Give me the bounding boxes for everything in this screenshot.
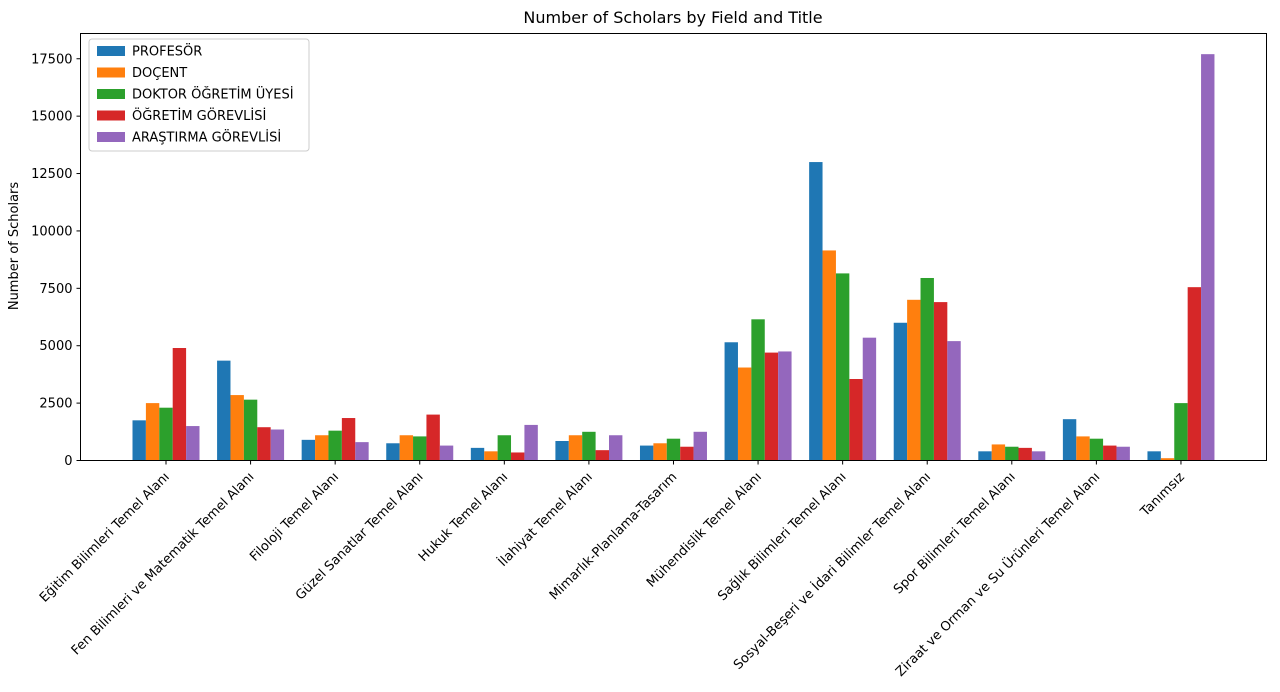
bar	[1018, 447, 1032, 461]
bar	[862, 337, 877, 461]
y-tick-label: 5000	[39, 339, 72, 354]
x-tick-label: Hukuk Temel Alanı	[416, 470, 511, 565]
bar	[159, 407, 173, 461]
bar	[835, 273, 850, 461]
bar	[1201, 54, 1215, 461]
legend-swatch	[97, 46, 125, 56]
bar	[737, 367, 752, 461]
y-tick-label: 12500	[31, 167, 72, 182]
bar	[582, 431, 596, 461]
bar	[1174, 403, 1188, 461]
x-tick-label: Sosyal-Beşeri ve İdari Bilimler Temel Al…	[730, 469, 934, 673]
bars	[132, 54, 1215, 461]
bar	[497, 435, 512, 461]
legend: PROFESÖR DOÇENT DOKTOR ÖĞRETİM ÜYESİ ÖĞRETİ…	[88, 38, 310, 152]
bar	[1062, 419, 1077, 461]
bar	[315, 435, 329, 461]
bar	[439, 445, 454, 461]
legend-box	[88, 38, 310, 152]
bar	[243, 399, 258, 461]
bar	[778, 351, 792, 461]
bar	[230, 395, 244, 461]
y-tick-label: 15000	[31, 110, 72, 125]
bar	[666, 438, 681, 461]
bar	[328, 430, 342, 461]
y-tick-label: 2500	[39, 397, 72, 412]
legend-swatch	[97, 132, 125, 142]
bar	[991, 444, 1006, 461]
bar	[693, 431, 707, 461]
bar	[680, 446, 694, 461]
bar	[849, 379, 863, 461]
bar	[341, 418, 356, 461]
bar	[1116, 446, 1130, 461]
bar	[172, 348, 187, 461]
x-tick-label: Fen Bilimleri ve Matematik Temel Alanı	[69, 470, 258, 659]
bar	[186, 426, 200, 461]
bar	[724, 342, 738, 461]
bar	[1160, 458, 1175, 461]
x-tick-label: Tanımsız	[1137, 470, 1188, 521]
bar	[920, 277, 934, 461]
bar	[653, 443, 667, 461]
x-tick-label: İlahiyat Temel Alanı	[495, 469, 596, 570]
y-axis-title: Number of Scholars	[7, 182, 22, 311]
chart-title: Number of Scholars by Field and Title	[523, 8, 822, 27]
bar	[568, 435, 583, 461]
y-tick-label: 10000	[31, 224, 72, 239]
bar	[978, 451, 992, 461]
y-tick-label: 0	[64, 454, 72, 469]
y-tick-label: 7500	[39, 282, 72, 297]
bar	[484, 451, 498, 461]
x-tick-label: Filoloji Temel Alanı	[247, 470, 342, 565]
legend-label: PROFESÖR	[132, 43, 202, 60]
legend-swatch	[97, 110, 125, 121]
bar	[1103, 445, 1117, 461]
bar	[1089, 438, 1104, 461]
bar	[1031, 451, 1046, 461]
bar	[511, 452, 525, 461]
bar	[764, 352, 779, 461]
legend-label: DOÇENT	[132, 66, 187, 81]
bar	[639, 445, 654, 461]
bar	[386, 443, 400, 461]
bar	[809, 162, 823, 461]
bar	[609, 435, 623, 461]
bar	[217, 360, 231, 461]
bar	[947, 341, 961, 461]
bar	[145, 403, 160, 461]
legend-label: DOKTOR ÖĞRETİM ÜYESİ	[132, 86, 294, 103]
bar	[555, 440, 569, 461]
bar	[1187, 287, 1202, 461]
bar	[1005, 446, 1019, 461]
legend-swatch	[97, 89, 125, 99]
bar	[1076, 436, 1090, 461]
bar	[1147, 451, 1161, 461]
bar	[301, 439, 316, 461]
bar	[933, 302, 948, 461]
bar	[907, 299, 921, 461]
bar	[822, 250, 836, 461]
legend-swatch	[97, 67, 125, 78]
bar	[257, 427, 271, 461]
bar	[399, 435, 414, 461]
bar	[413, 436, 427, 461]
y-axis: 0 2500 5000 7500 10000 12500 15000 17500	[31, 52, 81, 469]
bar	[132, 420, 146, 461]
bar	[893, 322, 908, 461]
legend-label: ARAŞTIRMA GÖREVLİSİ	[132, 129, 281, 146]
bar	[426, 414, 440, 461]
bar	[355, 442, 369, 461]
bar	[470, 447, 485, 461]
bar	[270, 429, 285, 461]
y-tick-label: 17500	[31, 52, 72, 67]
legend-label: ÖĞRETİM GÖREVLİSİ	[132, 107, 266, 124]
plot-frame	[80, 33, 1267, 461]
bar	[751, 319, 765, 461]
bar	[595, 450, 609, 461]
bar	[524, 424, 538, 461]
